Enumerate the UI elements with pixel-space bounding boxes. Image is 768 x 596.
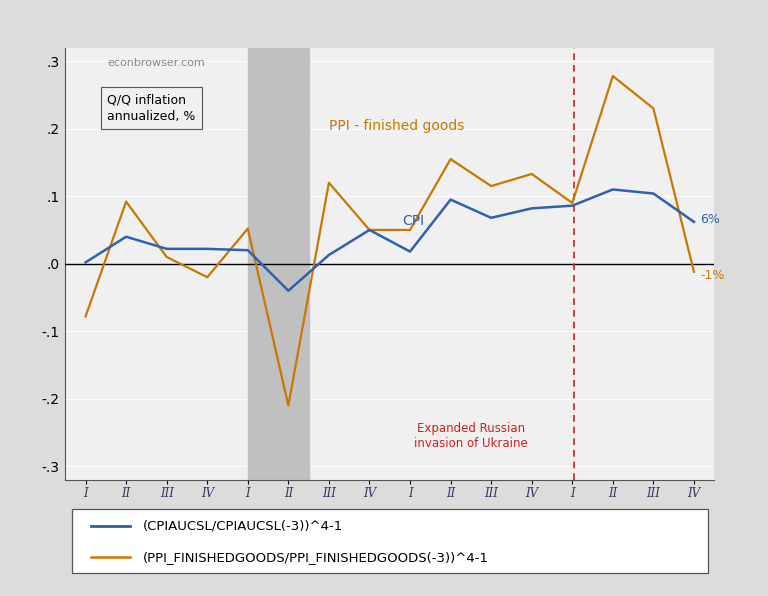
Text: 2020: 2020 [291, 512, 326, 526]
Text: 6%: 6% [700, 213, 720, 226]
Text: Q/Q inflation
annualized, %: Q/Q inflation annualized, % [108, 93, 196, 123]
Bar [248, 48, 309, 480]
Text: -1%: -1% [700, 269, 724, 282]
Text: (CPIAUCSL/CPIAUCSL(-3))^4-1: (CPIAUCSL/CPIAUCSL(-3))^4-1 [143, 519, 343, 532]
Text: econbrowser.com: econbrowser.com [108, 58, 205, 69]
Text: (PPI_FINISHEDGOODS/PPI_FINISHEDGOODS(-3))^4-1: (PPI_FINISHEDGOODS/PPI_FINISHEDGOODS(-3)… [143, 551, 489, 564]
Text: 2019: 2019 [129, 512, 164, 526]
Text: 2021: 2021 [453, 512, 488, 526]
Text: CPI: CPI [402, 214, 424, 228]
Text: Expanded Russian
invasion of Ukraine: Expanded Russian invasion of Ukraine [414, 422, 528, 450]
FancyBboxPatch shape [71, 508, 708, 573]
Text: 2022: 2022 [615, 512, 650, 526]
Text: PPI - finished goods: PPI - finished goods [329, 119, 465, 133]
